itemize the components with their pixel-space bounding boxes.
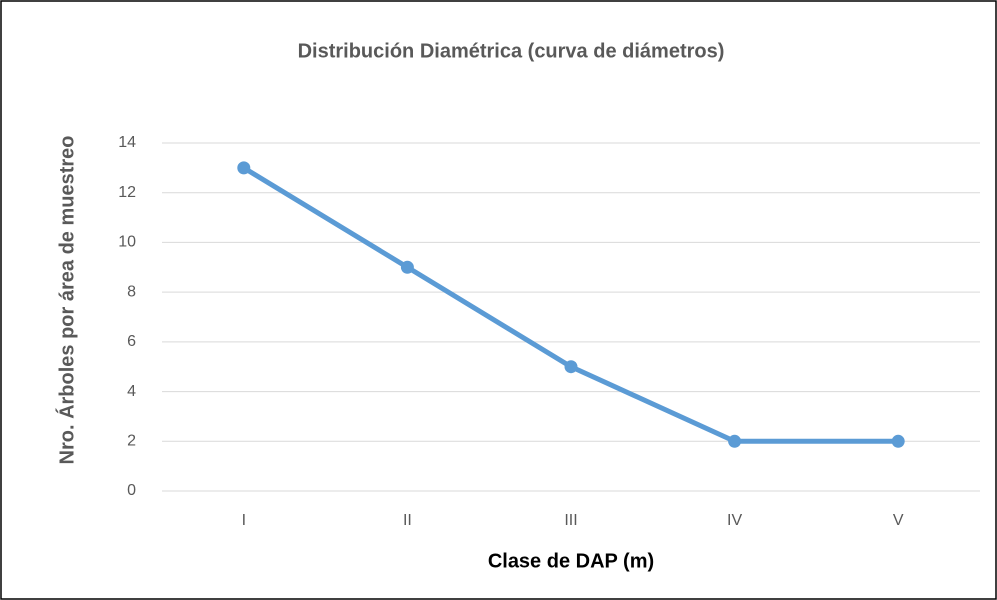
x-axis-title: Clase de DAP (m) xyxy=(488,550,654,572)
y-tick-label: 14 xyxy=(118,134,136,151)
y-tick-label: 4 xyxy=(127,383,136,400)
x-tick-label: II xyxy=(403,512,412,529)
y-tick-label: 6 xyxy=(127,333,136,350)
data-point xyxy=(237,161,251,175)
y-tick-label: 12 xyxy=(118,184,136,201)
y-tick-label: 10 xyxy=(118,234,136,251)
x-tick-label: I xyxy=(242,512,246,529)
x-tick-label: III xyxy=(564,512,577,529)
data-point xyxy=(400,260,414,274)
y-tick-label: 2 xyxy=(127,433,136,450)
data-point xyxy=(564,360,578,374)
x-tick-label: V xyxy=(893,512,904,529)
data-point xyxy=(891,434,905,448)
x-tick-label: IV xyxy=(727,512,742,529)
y-tick-label: 8 xyxy=(127,283,136,300)
y-axis-title: Nro. Árboles por área de muestreo xyxy=(55,136,78,465)
data-point xyxy=(728,434,742,448)
chart-title: Distribución Diamétrica (curva de diámet… xyxy=(298,40,725,62)
y-tick-label: 0 xyxy=(127,482,136,499)
